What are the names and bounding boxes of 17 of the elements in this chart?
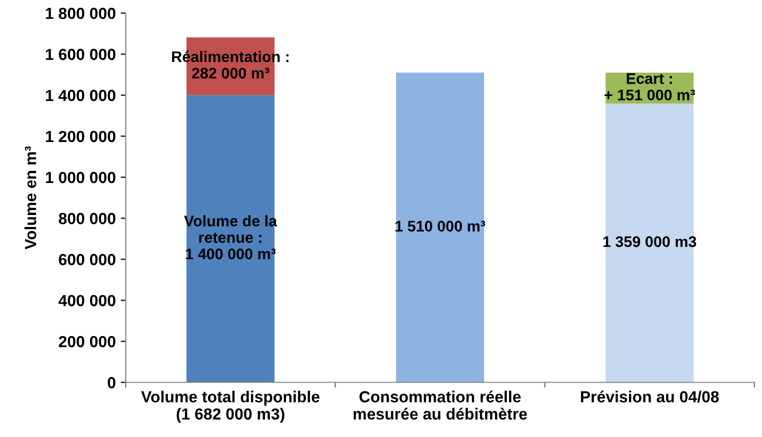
y-tick-label: 800 000 [58,212,116,224]
data-label: 1 359 000 m3 [603,236,696,248]
y-tick-label: 1 000 000 [46,172,116,184]
y-tick-label: 0 [108,377,116,388]
y-tick-label: 1 200 000 [46,130,116,142]
y-tick-label: 1 800 000 [46,8,116,20]
x-tick-label: Volume total disponible (1 682 000 m3) [141,390,320,423]
y-tick-label: 400 000 [58,294,116,306]
data-label: 1 510 000 m³ [396,220,486,232]
y-tick-label: 200 000 [58,336,116,348]
y-tick-label: 600 000 [58,254,116,266]
y-tick-label: 1 400 000 [46,90,116,102]
y-axis-title: Volume en m³ [24,146,36,250]
y-tick-label: 1 600 000 [46,48,116,60]
x-tick-label: Consommation réelle mesurée au débitmètre [354,390,527,420]
bar [396,72,484,382]
x-tick-label: Prévision au 04/08 [580,390,719,403]
